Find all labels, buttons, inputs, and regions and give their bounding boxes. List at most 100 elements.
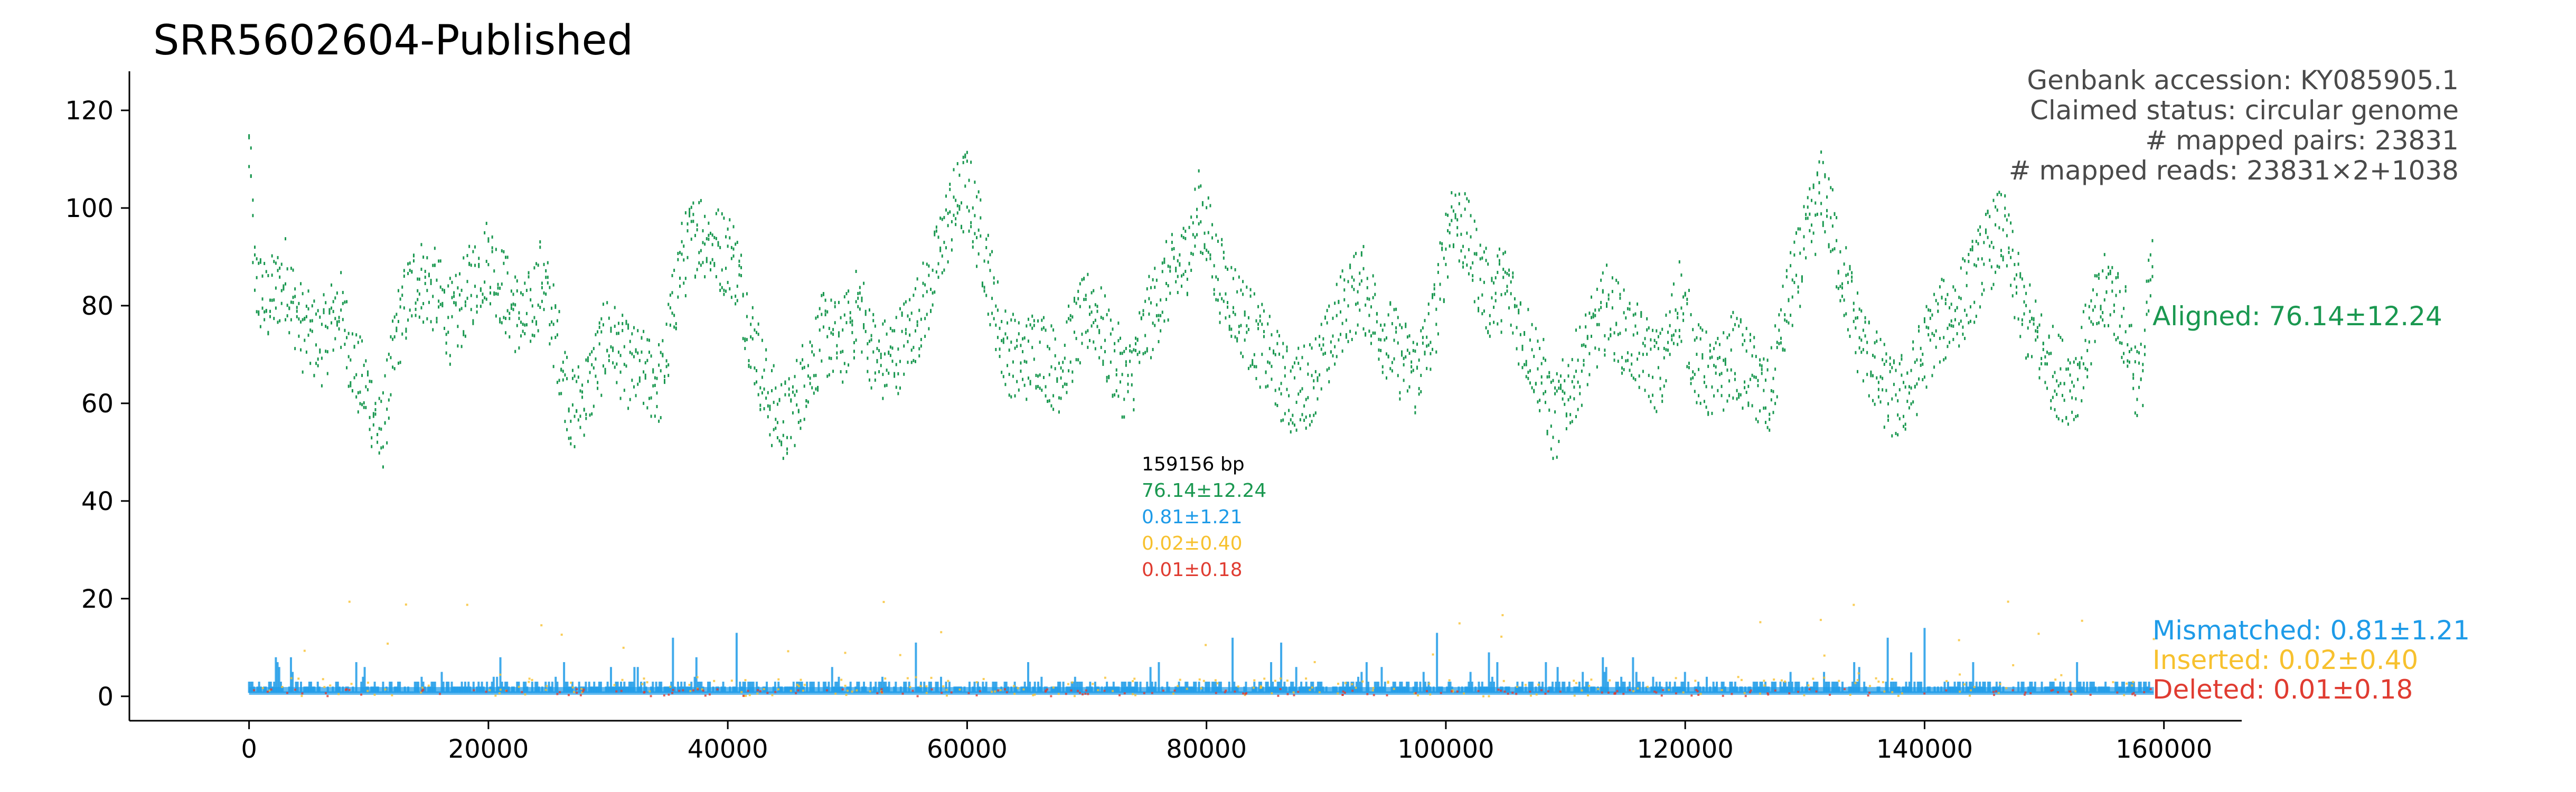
aligned-point	[1910, 386, 1912, 390]
aligned-point	[1646, 317, 1648, 320]
aligned-point	[1632, 376, 1634, 380]
aligned-point	[1769, 412, 1771, 416]
aligned-point	[1740, 318, 1742, 322]
aligned-point	[420, 306, 422, 309]
deleted-point	[697, 688, 699, 691]
aligned-point	[403, 269, 405, 272]
aligned-point	[627, 326, 629, 330]
deleted-point	[1215, 692, 1217, 694]
aligned-point	[1397, 341, 1399, 345]
inserted-point	[994, 690, 996, 693]
aligned-point	[1408, 352, 1411, 355]
aligned-point	[1439, 282, 1441, 286]
aligned-point	[1558, 440, 1560, 444]
aligned-point	[1020, 369, 1022, 373]
aligned-point	[510, 307, 512, 310]
aligned-point	[382, 465, 384, 469]
inserted-point	[391, 694, 393, 696]
aligned-point	[1947, 326, 1949, 330]
aligned-point	[510, 303, 512, 307]
aligned-point	[656, 404, 658, 408]
aligned-point	[2151, 239, 2154, 242]
aligned-point	[1583, 343, 1585, 347]
aligned-point	[778, 439, 781, 442]
aligned-point	[1319, 343, 1321, 347]
deleted-point	[2050, 689, 2053, 692]
aligned-point	[1778, 342, 1780, 345]
aligned-point	[802, 366, 804, 370]
aligned-point	[1475, 228, 1478, 231]
deleted-point	[567, 694, 570, 696]
aligned-point	[1066, 391, 1068, 394]
deleted-point	[1613, 692, 1616, 695]
aligned-point	[677, 252, 679, 256]
aligned-point	[514, 275, 516, 279]
aligned-point	[2113, 303, 2115, 307]
aligned-point	[924, 317, 926, 320]
aligned-point	[598, 325, 600, 329]
aligned-point	[426, 289, 428, 293]
aligned-point	[417, 277, 419, 281]
aligned-point	[1665, 313, 1667, 317]
aligned-point	[1158, 314, 1160, 317]
aligned-point	[1943, 336, 1945, 340]
aligned-point	[296, 315, 298, 318]
mismatched-point	[1684, 672, 1686, 693]
aligned-point	[1928, 333, 1930, 336]
inserted-point	[641, 683, 644, 685]
aligned-point	[1669, 310, 1671, 314]
aligned-point	[432, 328, 434, 332]
aligned-point	[819, 348, 821, 352]
aligned-point	[1524, 331, 1526, 334]
aligned-point	[2010, 221, 2012, 225]
inserted-point	[942, 685, 945, 687]
aligned-point	[886, 369, 888, 372]
aligned-point	[1983, 262, 1985, 266]
aligned-point	[763, 387, 765, 391]
deleted-point	[1992, 691, 1995, 693]
aligned-point	[1336, 282, 1338, 286]
aligned-point	[576, 410, 578, 413]
aligned-point	[1204, 243, 1206, 247]
deleted-point	[650, 695, 652, 697]
aligned-point	[1995, 223, 1997, 227]
aligned-point	[1104, 338, 1106, 342]
aligned-point	[669, 306, 671, 310]
aligned-point	[813, 374, 815, 378]
aligned-point	[1831, 188, 1834, 192]
deleted-point	[2029, 692, 2032, 694]
aligned-point	[1774, 402, 1776, 406]
aligned-point	[746, 315, 748, 318]
aligned-point	[2060, 382, 2062, 385]
inserted-point	[1351, 683, 1353, 685]
aligned-point	[1782, 285, 1784, 288]
aligned-point	[1812, 231, 1815, 235]
aligned-point	[845, 370, 848, 374]
aligned-point	[776, 421, 778, 425]
aligned-point	[1809, 187, 1811, 191]
aligned-point	[1497, 254, 1499, 258]
aligned-point	[1615, 278, 1618, 282]
aligned-point	[1026, 324, 1028, 328]
aligned-point	[332, 309, 334, 313]
aligned-point	[1349, 266, 1351, 269]
mismatched-point	[1823, 672, 1826, 693]
aligned-point	[803, 365, 805, 369]
aligned-point	[775, 427, 777, 430]
aligned-point	[1922, 378, 1924, 382]
aligned-point	[1247, 366, 1249, 370]
aligned-point	[1686, 297, 1688, 301]
aligned-point	[1150, 301, 1152, 305]
aligned-point	[1656, 329, 1658, 333]
aligned-point	[1812, 183, 1815, 187]
aligned-point	[1018, 388, 1020, 392]
aligned-point	[2148, 309, 2150, 313]
aligned-point	[1106, 313, 1108, 316]
deleted-point	[1690, 694, 1693, 697]
aligned-point	[2134, 345, 2136, 349]
aligned-point	[1255, 365, 1257, 369]
aligned-point	[1201, 203, 1204, 206]
aligned-point	[279, 275, 281, 279]
aligned-point	[422, 320, 425, 324]
aligned-point	[983, 286, 985, 289]
